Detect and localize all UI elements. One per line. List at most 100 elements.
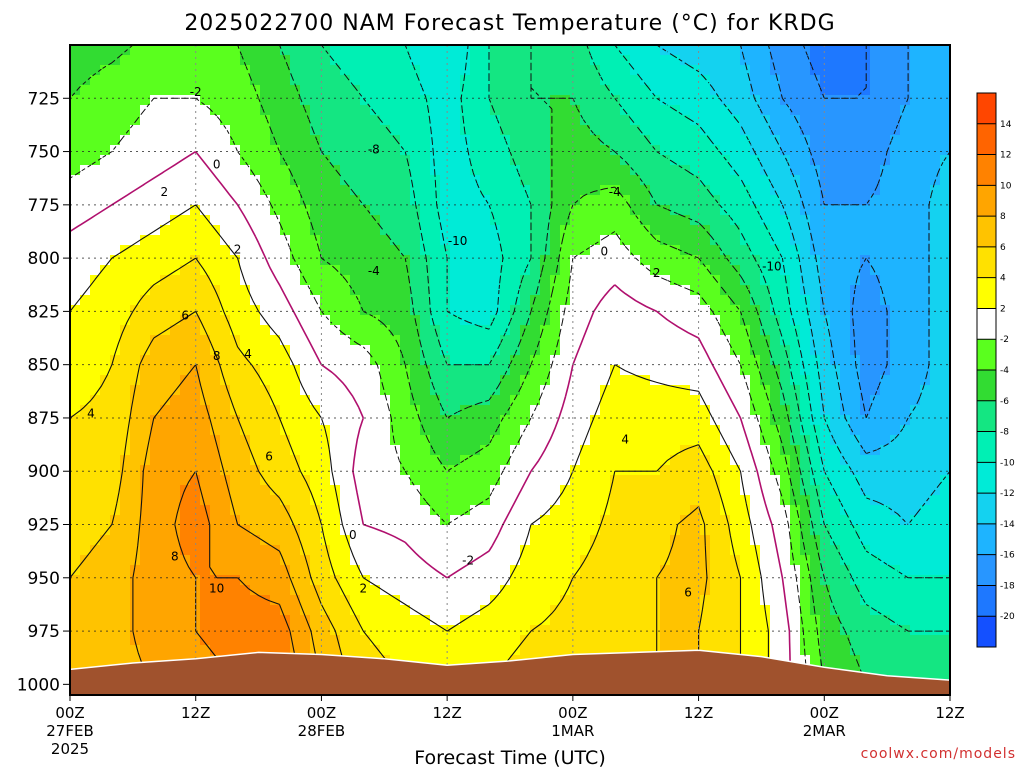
field-cell bbox=[580, 195, 591, 206]
field-cell bbox=[160, 195, 171, 206]
field-cell bbox=[380, 455, 391, 466]
field-cell bbox=[720, 55, 731, 66]
field-cell bbox=[590, 575, 601, 586]
field-cell bbox=[650, 425, 661, 436]
field-cell bbox=[240, 85, 251, 96]
field-cell bbox=[660, 445, 671, 456]
field-cell bbox=[480, 225, 491, 236]
field-cell bbox=[140, 475, 151, 486]
field-cell bbox=[360, 475, 371, 486]
field-cell bbox=[150, 275, 161, 286]
field-cell bbox=[370, 145, 381, 156]
field-cell bbox=[510, 245, 521, 256]
field-cell bbox=[610, 195, 621, 206]
field-cell bbox=[730, 185, 741, 196]
field-cell bbox=[560, 435, 571, 446]
field-cell bbox=[120, 535, 131, 546]
field-cell bbox=[540, 255, 551, 266]
field-cell bbox=[500, 385, 511, 396]
field-cell bbox=[520, 485, 531, 496]
field-cell bbox=[560, 95, 571, 106]
field-cell bbox=[730, 395, 741, 406]
field-cell bbox=[560, 535, 571, 546]
field-cell bbox=[120, 605, 131, 616]
field-cell bbox=[250, 565, 261, 576]
field-cell bbox=[550, 185, 561, 196]
field-cell bbox=[790, 305, 801, 316]
field-cell bbox=[570, 255, 581, 266]
field-cell bbox=[700, 255, 711, 266]
field-cell bbox=[250, 385, 261, 396]
field-cell bbox=[550, 485, 561, 496]
field-cell bbox=[260, 475, 271, 486]
field-cell bbox=[180, 635, 191, 646]
field-cell bbox=[170, 165, 181, 176]
field-cell bbox=[680, 415, 691, 426]
field-cell bbox=[520, 425, 531, 436]
field-cell bbox=[130, 65, 141, 76]
field-cell bbox=[350, 635, 361, 646]
field-cell bbox=[420, 445, 431, 456]
field-cell bbox=[690, 115, 701, 126]
field-cell bbox=[490, 355, 501, 366]
field-cell bbox=[90, 45, 101, 56]
field-cell bbox=[780, 445, 791, 456]
field-cell bbox=[470, 385, 481, 396]
field-cell bbox=[220, 65, 231, 76]
field-cell bbox=[200, 545, 211, 556]
field-cell bbox=[360, 545, 371, 556]
field-cell bbox=[520, 625, 531, 636]
field-cell bbox=[180, 545, 191, 556]
field-cell bbox=[430, 185, 441, 196]
field-cell bbox=[120, 105, 131, 116]
field-cell bbox=[350, 605, 361, 616]
field-cell bbox=[260, 185, 271, 196]
field-cell bbox=[810, 625, 821, 636]
field-cell bbox=[710, 235, 721, 246]
field-cell bbox=[310, 465, 321, 476]
field-cell bbox=[680, 75, 691, 86]
field-cell bbox=[650, 645, 661, 656]
field-cell bbox=[80, 315, 91, 326]
field-cell bbox=[480, 595, 491, 606]
field-cell bbox=[160, 215, 171, 226]
field-cell bbox=[810, 215, 821, 226]
field-cell bbox=[690, 425, 701, 436]
field-cell bbox=[150, 505, 161, 516]
field-cell bbox=[590, 505, 601, 516]
field-cell bbox=[170, 345, 181, 356]
field-cell bbox=[100, 265, 111, 276]
field-cell bbox=[830, 485, 841, 496]
field-cell bbox=[120, 55, 131, 66]
field-cell bbox=[350, 535, 361, 546]
field-cell bbox=[80, 335, 91, 346]
field-cell bbox=[470, 235, 481, 246]
field-cell bbox=[610, 65, 621, 76]
field-cell bbox=[160, 645, 171, 656]
field-cell bbox=[270, 615, 281, 626]
field-cell bbox=[160, 335, 171, 346]
field-cell bbox=[420, 285, 431, 296]
field-cell bbox=[830, 405, 841, 416]
field-cell bbox=[830, 65, 841, 76]
field-cell bbox=[420, 75, 431, 86]
field-cell bbox=[800, 465, 811, 476]
field-cell bbox=[810, 445, 821, 456]
field-cell bbox=[240, 285, 251, 296]
field-cell bbox=[610, 625, 621, 636]
field-cell bbox=[760, 525, 771, 536]
field-cell bbox=[580, 315, 591, 326]
field-cell bbox=[280, 405, 291, 416]
field-cell bbox=[310, 135, 321, 146]
field-cell bbox=[780, 485, 791, 496]
field-cell bbox=[170, 285, 181, 296]
field-cell bbox=[660, 405, 671, 416]
field-cell bbox=[490, 625, 501, 636]
field-cell bbox=[270, 115, 281, 126]
field-cell bbox=[340, 185, 351, 196]
field-cell bbox=[430, 365, 441, 376]
field-cell bbox=[820, 475, 831, 486]
field-cell bbox=[670, 115, 681, 126]
field-cell bbox=[370, 295, 381, 306]
